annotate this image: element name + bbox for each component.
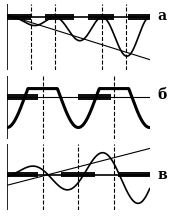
Text: в: в xyxy=(157,168,167,182)
Text: б: б xyxy=(157,88,167,102)
Text: а: а xyxy=(157,9,167,23)
